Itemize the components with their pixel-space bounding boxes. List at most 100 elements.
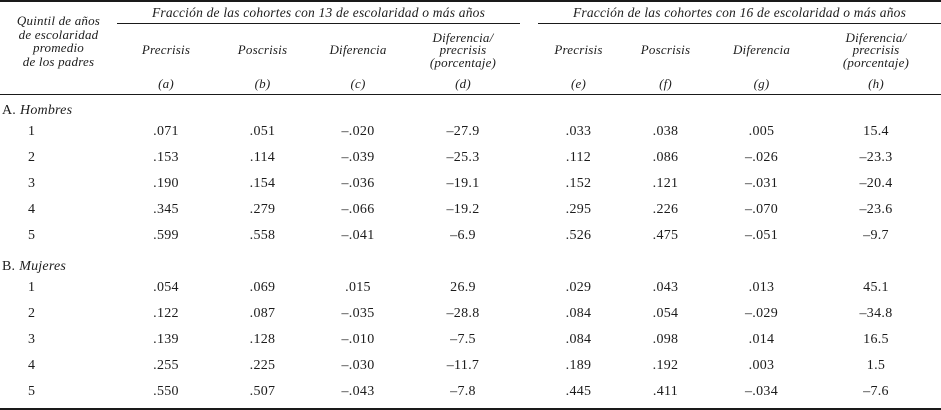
section-header-mujeres: B. Mujeres <box>0 249 941 275</box>
column-header-poscrisis-f: Poscrisis (f) <box>619 24 712 94</box>
cell-value: .038 <box>652 124 679 139</box>
cell-value: .507 <box>249 384 276 399</box>
quintile-label: 2 <box>28 306 36 321</box>
cell-value: .225 <box>249 358 276 373</box>
cell-value: –.035 <box>341 306 375 321</box>
cell-value: .152 <box>565 176 592 191</box>
cell-value: –.043 <box>341 384 375 399</box>
cell-value: 1.5 <box>866 358 886 373</box>
table-row: 5 .599 .558 –.041 –6.9 .526 .475 –.051 –… <box>0 223 941 249</box>
cell-value: 15.4 <box>863 124 889 139</box>
cell-value: .114 <box>249 150 276 165</box>
cell-value: –.041 <box>341 228 375 243</box>
table-row: 1 .054 .069 .015 26.9 .029 .043 .013 45.… <box>0 275 941 301</box>
cell-value: –6.9 <box>450 228 476 243</box>
cell-value: 26.9 <box>450 280 476 295</box>
table-row: 2 .153 .114 –.039 –25.3 .112 .086 –.026 … <box>0 145 941 171</box>
column-name: Diferencia <box>732 42 791 58</box>
quintile-label: 3 <box>28 332 36 347</box>
cell-value: .003 <box>748 358 775 373</box>
cell-value: .226 <box>652 202 679 217</box>
cell-value: .112 <box>565 150 592 165</box>
cell-value: .087 <box>249 306 276 321</box>
column-group-13-years: Fracción de las cohortes con 13 de escol… <box>117 2 520 94</box>
column-letter: (h) <box>868 76 884 91</box>
cell-value: .054 <box>652 306 679 321</box>
quintile-label: 4 <box>28 202 36 217</box>
quintile-label: 5 <box>28 384 36 399</box>
cell-value: .015 <box>345 280 371 295</box>
cell-value: .475 <box>652 228 679 243</box>
cell-value: –.051 <box>745 228 778 243</box>
table-row: 3 .139 .128 –.010 –7.5 .084 .098 .014 16… <box>0 327 941 353</box>
section-prefix: A. <box>2 103 17 118</box>
cell-value: –.031 <box>745 176 778 191</box>
cell-value: .526 <box>565 228 592 243</box>
column-header-precrisis-e: Precrisis (e) <box>538 24 619 94</box>
cell-value: .279 <box>249 202 276 217</box>
column-letter: (g) <box>753 76 770 91</box>
column-letter: (f) <box>659 76 672 91</box>
group-columns: Precrisis (e) Poscrisis (f) <box>538 24 941 94</box>
cell-value: –19.2 <box>446 202 480 217</box>
cell-value: .345 <box>153 202 179 217</box>
cell-value: .005 <box>748 124 775 139</box>
table-row: 1 .071 .051 –.020 –27.9 .033 .038 .005 1… <box>0 119 941 145</box>
cell-value: .558 <box>249 228 276 243</box>
stub-header: Quintil de años de escolaridad promedio … <box>0 2 117 94</box>
section-name: Hombres <box>20 103 73 118</box>
column-name: Precrisis <box>141 42 191 58</box>
stub-header-line: Quintil de años <box>16 13 101 28</box>
cell-value: .084 <box>565 306 592 321</box>
cell-value: .190 <box>153 176 179 191</box>
cell-value: .033 <box>565 124 592 139</box>
column-letter: (d) <box>455 76 471 91</box>
cell-value: –.070 <box>745 202 778 217</box>
table-row: 5 .550 .507 –.043 –7.8 .445 .411 –.034 –… <box>0 379 941 405</box>
cell-value: .043 <box>652 280 679 295</box>
column-name: Poscrisis <box>640 42 691 58</box>
cell-value: .098 <box>652 332 679 347</box>
column-name: Diferencia/ precrisis (porcentaje) <box>429 29 497 70</box>
cell-value: –.026 <box>745 150 778 165</box>
cell-value: .445 <box>565 384 592 399</box>
quintile-label: 1 <box>28 124 36 139</box>
section-prefix: B. <box>2 259 16 274</box>
cell-value: .411 <box>652 384 679 399</box>
cell-value: –.066 <box>341 202 375 217</box>
column-letter: (a) <box>158 76 174 91</box>
cell-value: .550 <box>153 384 179 399</box>
stub-header-line: promedio <box>33 40 84 55</box>
cell-value: –27.9 <box>446 124 480 139</box>
column-header-diferencia-precrisis-d: Diferencia/ precrisis (porcentaje) (d) <box>406 24 520 94</box>
cell-value: .154 <box>249 176 276 191</box>
column-letter: (c) <box>350 76 366 91</box>
cell-value: 16.5 <box>863 332 889 347</box>
column-header-diferencia-precrisis-h: Diferencia/ precrisis (porcentaje) (h) <box>811 24 941 94</box>
column-name: Diferencia/ precrisis (porcentaje) <box>842 29 910 70</box>
cell-value: .014 <box>748 332 775 347</box>
cell-value: –9.7 <box>863 228 889 243</box>
cell-value: –11.7 <box>446 358 480 373</box>
section-name: Mujeres <box>19 259 67 274</box>
table-header: Quintil de años de escolaridad promedio … <box>0 2 941 95</box>
cell-value: .192 <box>652 358 679 373</box>
cell-value: –.039 <box>341 150 375 165</box>
stub-header-line: de los padres <box>22 53 95 69</box>
cell-value: –7.6 <box>863 384 889 399</box>
cell-value: .255 <box>153 358 179 373</box>
column-name: Precrisis <box>554 42 603 58</box>
group-gap <box>520 2 538 94</box>
cell-value: –19.1 <box>446 176 480 191</box>
cell-value: .599 <box>153 228 179 243</box>
cell-value: .139 <box>153 332 179 347</box>
quintile-label: 2 <box>28 150 36 165</box>
column-header-diferencia-g: Diferencia (g) <box>712 24 811 94</box>
quintile-label: 3 <box>28 176 36 191</box>
cell-value: .084 <box>565 332 592 347</box>
cell-value: –.030 <box>341 358 375 373</box>
cell-value: –.036 <box>341 176 375 191</box>
cell-value: –23.6 <box>859 202 893 217</box>
cell-value: –20.4 <box>859 176 893 191</box>
cell-value: .122 <box>153 306 179 321</box>
